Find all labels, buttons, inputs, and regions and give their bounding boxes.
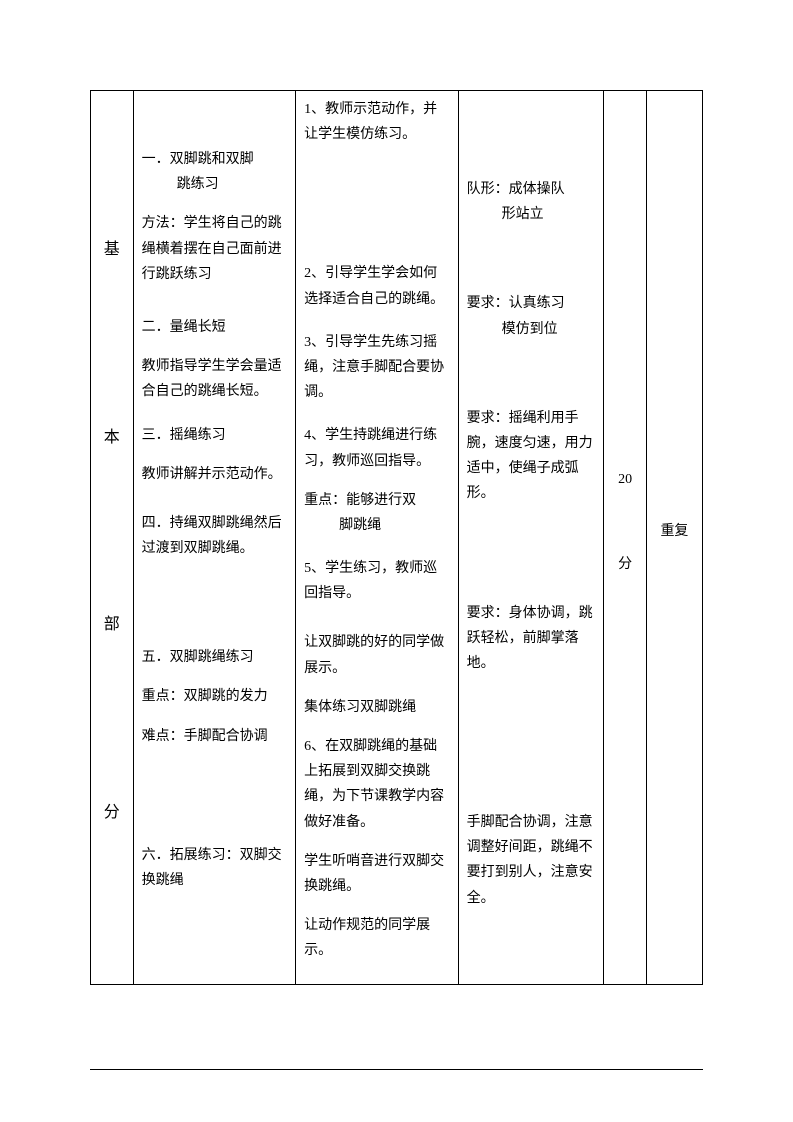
- t-p6: 6、在双脚跳绳的基础上拓展到双脚交换跳绳，为下节课教学内容做好准备。: [304, 734, 450, 835]
- lesson-plan-table: 基 本 部 分 一．双脚跳和双脚 跳练习 方法：学生将自己的跳绳横着摆在自己面前…: [90, 90, 703, 985]
- table-row: 基 本 部 分 一．双脚跳和双脚 跳练习 方法：学生将自己的跳绳横着摆在自己面前…: [91, 91, 703, 985]
- item5-title: 五．双脚跳绳练习: [142, 645, 288, 670]
- t-p4: 4、学生持跳绳进行练习，教师巡回指导。: [304, 423, 450, 473]
- item5-key: 重点：双脚跳的发力: [142, 684, 288, 709]
- req-3: 要求：摇绳利用手腕，速度匀速，用力适中，使绳子成弧形。: [467, 406, 596, 507]
- time-unit: 分: [618, 552, 632, 577]
- time-vertical: 20 分: [612, 97, 638, 607]
- item3-title: 三．摇绳练习: [142, 423, 288, 448]
- req-4: 要求：身体协调，跳跃轻松，前脚掌落地。: [467, 601, 596, 677]
- item3-body: 教师讲解并示范动作。: [142, 462, 288, 487]
- requirements-cell: 队形：成体操队 形站立 要求：认真练习 模仿到位 要求：摇绳利用手腕，速度匀速，…: [458, 91, 604, 985]
- t-p5: 5、学生练习，教师巡回指导。: [304, 556, 450, 606]
- t-p2: 2、引导学生学会如何选择适合自己的跳绳。: [304, 261, 450, 311]
- req-2: 要求：认真练习 模仿到位: [467, 291, 596, 341]
- time-cell: 20 分: [604, 91, 647, 985]
- t-p5-group: 集体练习双脚跳绳: [304, 695, 450, 720]
- note-cell: 重复: [646, 91, 702, 985]
- section-char-4: 分: [104, 799, 120, 828]
- item1-method: 方法：学生将自己的跳绳横着摆在自己面前进行跳跃练习: [142, 211, 288, 287]
- activities-cell: 一．双脚跳和双脚 跳练习 方法：学生将自己的跳绳横着摆在自己面前进行跳跃练习 二…: [133, 91, 296, 985]
- footer-divider: [90, 1069, 703, 1070]
- section-vertical: 基 本 部 分: [99, 97, 125, 967]
- t-p6-listen: 学生听哨音进行双脚交换跳绳。: [304, 849, 450, 899]
- t-p4-key: 重点：能够进行双 脚跳绳: [304, 488, 450, 538]
- t-p5-show: 让双脚跳的好的同学做展示。: [304, 630, 450, 680]
- item1-title: 一．双脚跳和双脚 跳练习: [142, 147, 288, 197]
- note-text: 重复: [660, 519, 688, 544]
- req-5: 手脚配合协调，注意调整好间距，跳绳不要打到别人，注意安全。: [467, 810, 596, 911]
- t-p6-show: 让动作规范的同学展示。: [304, 913, 450, 963]
- section-cell: 基 本 部 分: [91, 91, 134, 985]
- item2-title: 二．量绳长短: [142, 315, 288, 340]
- main-table: 基 本 部 分 一．双脚跳和双脚 跳练习 方法：学生将自己的跳绳横着摆在自己面前…: [90, 90, 703, 985]
- teacher-cell: 1、教师示范动作，并让学生模仿练习。 2、引导学生学会如何选择适合自己的跳绳。 …: [296, 91, 459, 985]
- item2-body: 教师指导学生学会量适合自己的跳绳长短。: [142, 354, 288, 404]
- t-p1: 1、教师示范动作，并让学生模仿练习。: [304, 97, 450, 147]
- section-char-1: 基: [104, 236, 120, 265]
- t-p3: 3、引导学生先练习摇绳，注意手脚配合要协调。: [304, 330, 450, 406]
- req-1: 队形：成体操队 形站立: [467, 177, 596, 227]
- note-vertical: 重复: [655, 97, 694, 967]
- section-char-2: 本: [104, 424, 120, 453]
- item5-diff: 难点：手脚配合协调: [142, 724, 288, 749]
- item4-title: 四．持绳双脚跳绳然后过渡到双脚跳绳。: [142, 511, 288, 561]
- item6-title: 六．拓展练习：双脚交换跳绳: [142, 843, 288, 893]
- section-char-3: 部: [104, 611, 120, 640]
- time-value: 20: [618, 467, 632, 492]
